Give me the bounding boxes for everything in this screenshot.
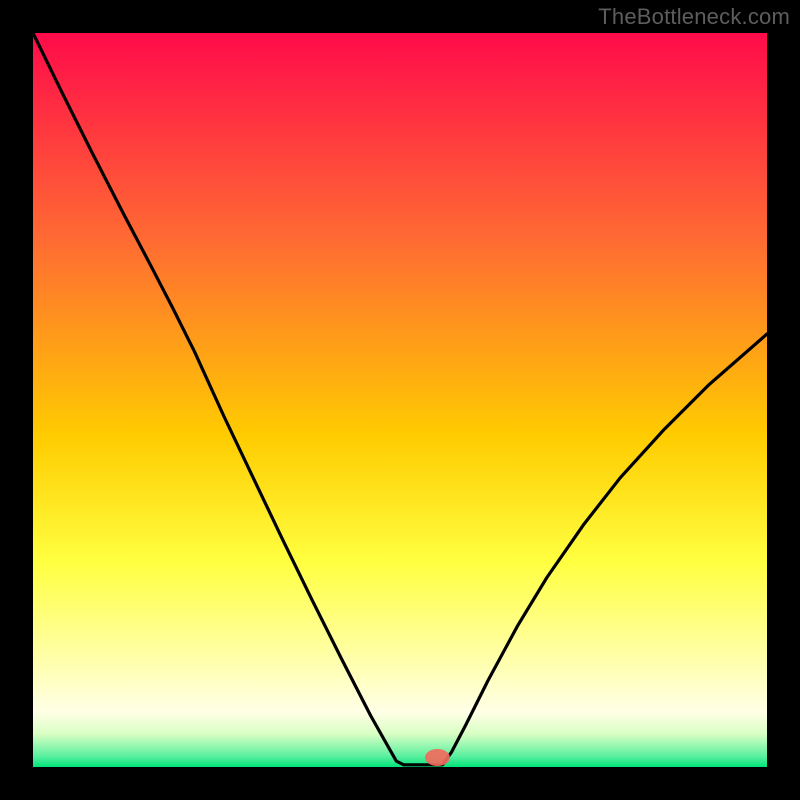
chart-container: TheBottleneck.com [0, 0, 800, 800]
watermark-text: TheBottleneck.com [598, 4, 790, 30]
bottleneck-chart [0, 0, 800, 800]
valley-marker [425, 749, 450, 766]
plot-background [33, 33, 767, 767]
